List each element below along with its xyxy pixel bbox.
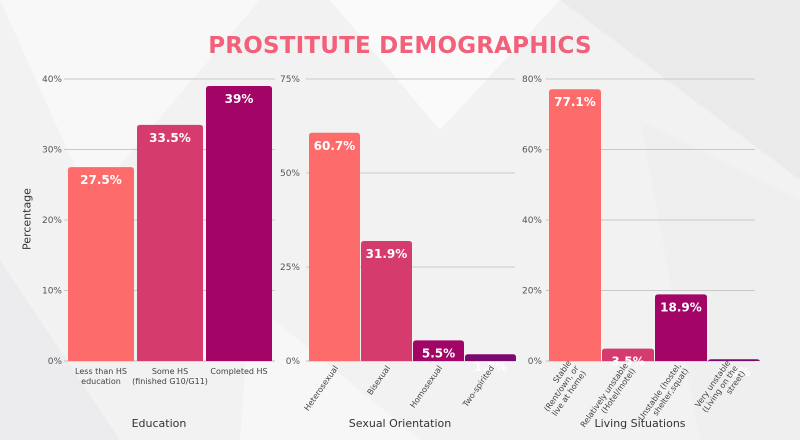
bar-value-label: 18.9% <box>660 300 702 314</box>
y-tick-label: 60% <box>522 146 542 156</box>
chart-title: PROSTITUTE DEMOGRAPHICS <box>208 33 592 59</box>
bar-value-label: 5.5% <box>422 346 455 360</box>
bar <box>206 86 272 362</box>
bar-value-label: 60.7% <box>314 139 356 153</box>
bar <box>549 89 601 361</box>
bar <box>68 167 134 361</box>
x-axis-title: Living Situations <box>594 417 685 430</box>
y-tick-label: 40% <box>522 216 542 226</box>
y-tick-label: 25% <box>280 263 300 273</box>
y-tick-label: 0% <box>528 357 543 367</box>
bar <box>137 124 203 361</box>
bar <box>602 348 654 361</box>
y-tick-label: 40% <box>42 75 62 85</box>
bar-value-label: 1.8% <box>474 360 507 374</box>
x-category-label: Less than HS education <box>75 367 127 386</box>
y-tick-label: 50% <box>280 169 300 179</box>
y-tick-label: 80% <box>522 75 542 85</box>
bar-value-label: 27.5% <box>80 173 122 187</box>
y-tick-label: 0% <box>286 357 301 367</box>
x-category-label: Stable(Rent/own, orlive at home) <box>535 358 588 418</box>
bar <box>413 340 464 361</box>
x-axis-title: Sexual Orientation <box>349 417 451 430</box>
bar-value-label: 3.5% <box>611 355 644 369</box>
bar-value-label: 33.5% <box>149 131 191 145</box>
y-tick-label: 30% <box>42 146 62 156</box>
bar <box>309 132 360 361</box>
bar <box>655 294 707 361</box>
bar <box>708 359 760 363</box>
x-axis-title: Education <box>132 417 187 430</box>
y-tick-label: 20% <box>42 216 62 226</box>
x-category-label: Completed HS <box>210 367 267 376</box>
bar <box>361 241 412 361</box>
bar-value-label: 39% <box>225 92 254 106</box>
bar-value-label: 77.1% <box>554 95 596 109</box>
y-tick-label: 10% <box>42 287 62 297</box>
y-tick-label: 20% <box>522 287 542 297</box>
bar <box>465 354 516 361</box>
x-category-label: Some HS (finished G10/G11) <box>132 367 208 386</box>
y-tick-label: 75% <box>280 75 300 85</box>
y-tick-label: 0% <box>48 357 63 367</box>
bar-value-label: 31.9% <box>366 247 408 261</box>
bar-value-label: 0.5% <box>717 365 750 379</box>
